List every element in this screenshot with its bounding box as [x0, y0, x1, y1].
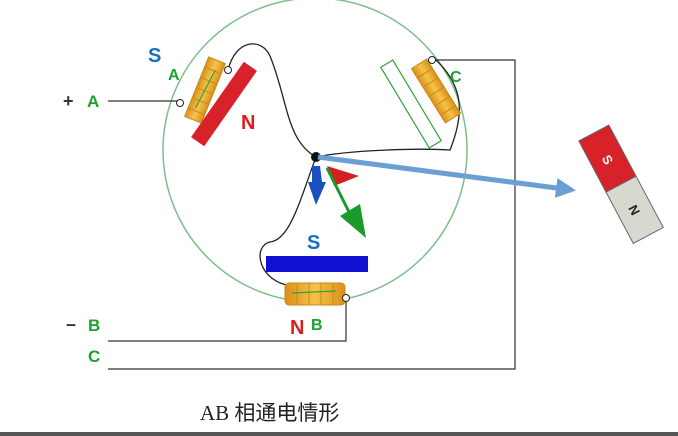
pole-b-south-label: S	[307, 232, 320, 254]
pole-piece-c-outline	[379, 59, 443, 149]
coil-a-terminal-bottom	[176, 99, 184, 107]
terminal-b-sign: –	[66, 314, 76, 334]
coil-a	[184, 56, 226, 124]
terminal-b-label: B	[88, 316, 100, 335]
coil-c-terminal	[428, 56, 436, 64]
diagram-caption: AB 相通电情形	[200, 401, 339, 425]
coil-b-terminal	[342, 294, 350, 302]
terminal-a-label: A	[87, 92, 99, 111]
field-arrow-green-head	[340, 204, 366, 238]
terminal-a-sign: +	[63, 91, 74, 111]
pole-a-south-label: S	[148, 45, 161, 67]
field-arrow-blue	[308, 166, 326, 205]
coil-a-terminal-top	[224, 66, 232, 74]
rotor-magnet: S N	[578, 124, 664, 245]
pole-b-north-label: N	[290, 317, 304, 339]
pole-piece-b-blue	[266, 256, 368, 272]
coil-c	[410, 58, 462, 124]
coil-a-label: A	[168, 67, 180, 84]
terminal-c-label: C	[88, 347, 100, 366]
resultant-arrow	[317, 154, 576, 198]
bottom-rule	[0, 432, 678, 436]
pole-piece-a-red	[191, 61, 257, 147]
winding-wires	[227, 43, 460, 287]
field-arrow-green-shaft	[325, 167, 352, 215]
coil-b	[284, 282, 346, 306]
coil-b-label: B	[311, 317, 323, 334]
coil-c-label: C	[450, 69, 462, 86]
external-wires	[108, 59, 516, 370]
pole-a-north-label: N	[241, 112, 255, 134]
